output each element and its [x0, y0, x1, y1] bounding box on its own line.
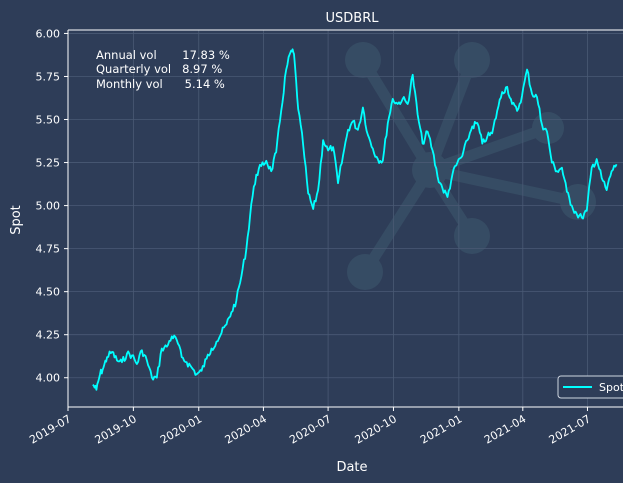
watermark-logo — [345, 42, 596, 290]
volatility-annotation: Annual vol 17.83 % Quarterly vol 8.97 % … — [96, 48, 230, 91]
x-tick-label: 2021-04 — [482, 412, 528, 446]
x-axis-label: Date — [336, 460, 367, 475]
y-tick-label: 6.00 — [36, 27, 61, 40]
y-tick-label: 5.50 — [36, 114, 61, 127]
x-tick-label: 2020-10 — [353, 412, 399, 446]
x-tick-label: 2019-07 — [27, 412, 73, 446]
x-tick-label: 2020-07 — [287, 412, 333, 446]
y-tick-label: 5.25 — [36, 157, 61, 170]
x-tick-label: 2021-07 — [547, 412, 593, 446]
x-tick-label: 2019-10 — [93, 412, 139, 446]
y-tick-label: 4.00 — [36, 372, 61, 385]
x-tick-label: 2020-01 — [158, 412, 204, 446]
y-axis-label: Spot — [9, 205, 24, 235]
series-group — [92, 48, 618, 391]
legend-label-spot: Spot — [599, 381, 623, 394]
y-tick-label: 4.50 — [36, 286, 61, 299]
x-tick-label: 2020-04 — [223, 412, 269, 446]
annotation-line-monthly: Monthly vol 5.14 % — [96, 77, 225, 91]
series-line-spot — [92, 48, 618, 391]
annotation-line-annual: Annual vol 17.83 % — [96, 48, 230, 62]
chart-title: USDBRL — [326, 11, 380, 26]
y-tick-label: 5.75 — [36, 70, 61, 83]
legend: Spot — [557, 375, 623, 399]
y-tick-label: 4.75 — [36, 243, 61, 256]
x-tick-label: 2021-01 — [418, 412, 464, 446]
y-tick-label: 5.00 — [36, 200, 61, 213]
annotation-line-quarterly: Quarterly vol 8.97 % — [96, 62, 222, 76]
y-tick-label: 4.25 — [36, 329, 61, 342]
